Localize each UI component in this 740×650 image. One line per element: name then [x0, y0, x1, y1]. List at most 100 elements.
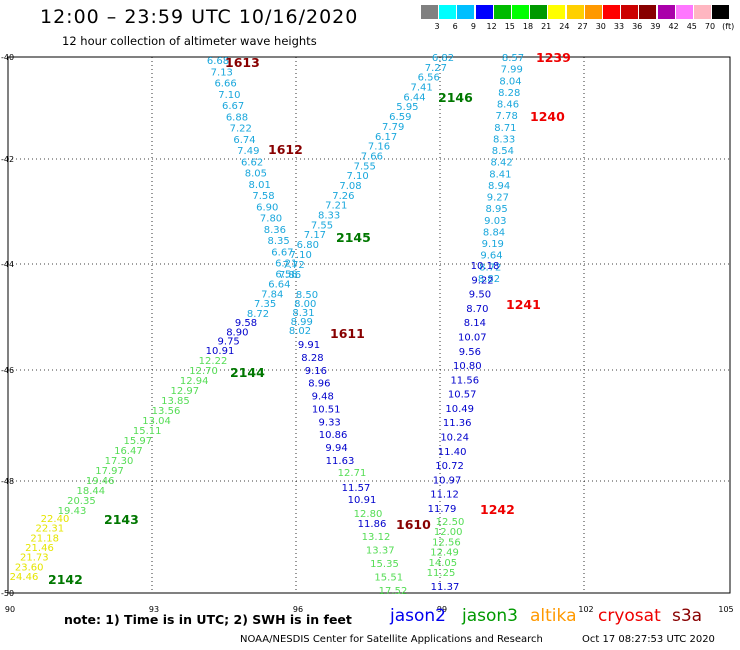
swh-value: 12.71 [338, 468, 367, 479]
swh-value: 8.84 [483, 227, 505, 238]
track-id-label: 2142 [48, 572, 83, 587]
legend-swatch [566, 5, 584, 19]
swh-value: 7.86 [279, 270, 301, 281]
swh-value: 10.72 [435, 461, 464, 472]
swh-value: 8.28 [498, 88, 520, 99]
swh-value: 7.41 [411, 83, 433, 94]
legend-label: 15 [504, 22, 515, 31]
swh-value: 22.31 [36, 524, 65, 535]
legend-swatch [475, 5, 493, 19]
legend-swatch [603, 5, 620, 19]
legend-label: 33 [613, 22, 625, 31]
satellite-name: s3a [672, 606, 703, 626]
swh-value: 12.56 [432, 537, 461, 548]
swh-value: 8.35 [267, 236, 289, 247]
swh-value: 12.94 [180, 376, 209, 387]
swh-value: 7.99 [501, 65, 523, 76]
swh-value: 7.55 [311, 220, 333, 231]
y-tick-label: -46 [1, 366, 14, 375]
swh-value: 11.79 [428, 504, 457, 515]
swh-value: 7.79 [382, 122, 404, 133]
swh-value: 12.50 [436, 517, 465, 528]
swh-value: 6.67 [271, 247, 293, 258]
x-tick-label: 90 [5, 605, 15, 614]
swh-value: 7.27 [425, 63, 447, 74]
legend-label: 12 [486, 22, 497, 31]
swh-value: 9.48 [312, 392, 334, 403]
swh-value: 7.10 [346, 171, 368, 182]
legend-swatch [512, 5, 529, 19]
swh-value: 11.40 [438, 447, 467, 458]
swh-value: 7.10 [290, 250, 312, 261]
swh-value: 10.24 [440, 433, 469, 444]
y-tick-label: -44 [1, 260, 14, 269]
track-id-label: 1610 [396, 517, 431, 532]
swh-value: 7.21 [325, 201, 347, 212]
swh-value: 7.08 [339, 181, 361, 192]
swh-value: 21.73 [20, 553, 49, 564]
swh-value: 10.91 [206, 346, 235, 357]
swh-value: 10.18 [471, 261, 500, 272]
swh-value: 12.00 [434, 527, 463, 538]
swh-value: 8.05 [245, 169, 267, 180]
swh-value: 9.75 [218, 337, 240, 348]
swh-value: 8.01 [249, 180, 271, 191]
legend-swatch [584, 5, 602, 19]
credit-text: NOAA/NESDIS Center for Satellite Applica… [240, 634, 543, 645]
swh-value: 8.28 [301, 353, 323, 364]
swh-value: 6.64 [268, 279, 290, 290]
page-title: 12:00 – 23:59 UTC 10/16/2020 [40, 6, 359, 28]
swh-value: 7.49 [237, 146, 259, 157]
swh-value: 6.88 [226, 112, 248, 123]
legend-label: 45 [686, 22, 697, 31]
legend-label: 30 [595, 22, 606, 31]
legend-label: 36 [632, 22, 643, 31]
swh-value: 15.35 [370, 559, 399, 570]
swh-value: 6.82 [432, 53, 454, 64]
swh-value: 10.80 [453, 361, 482, 372]
swh-value: 7.66 [361, 151, 383, 162]
swh-value: 7.22 [230, 124, 252, 135]
legend-label: 70 [704, 22, 716, 31]
swh-value: 13.12 [362, 532, 391, 543]
swh-value: 18.44 [76, 486, 105, 497]
satellite-name: jason3 [462, 606, 518, 626]
legend-label: 27 [577, 22, 588, 31]
swh-value: 9.94 [325, 443, 347, 454]
swh-value: 7.84 [261, 289, 283, 300]
y-tick-label: -42 [1, 155, 14, 164]
swh-value: 7.26 [332, 191, 354, 202]
swh-value: 13.04 [142, 416, 171, 427]
swh-value: 9.27 [487, 193, 509, 204]
swh-value: 11.12 [430, 490, 459, 501]
legend-label: 18 [522, 22, 534, 31]
swh-value: 11.37 [431, 582, 460, 593]
swh-value: 19.46 [86, 476, 115, 487]
swh-value: 8.41 [489, 169, 511, 180]
swh-value: 7.10 [218, 90, 240, 101]
track-id-label: 1242 [480, 502, 515, 517]
swh-value: 8.36 [264, 225, 286, 236]
swh-value: 8.00 [294, 299, 316, 310]
swh-value: 6.80 [297, 240, 319, 251]
swh-value: 8.96 [308, 379, 330, 390]
legend-swatch [457, 5, 475, 19]
swh-value: 24.46 [10, 572, 39, 583]
swh-value: 8.94 [488, 181, 510, 192]
swh-value: 6.68 [207, 56, 229, 67]
swh-value: 13.85 [161, 396, 190, 407]
x-tick-label: 96 [293, 605, 303, 614]
track-id-label: 1240 [530, 109, 565, 124]
swh-value: 12.49 [430, 548, 459, 559]
swh-value: 5.95 [396, 102, 418, 113]
swh-value: 10.97 [433, 475, 462, 486]
swh-value: 17.52 [379, 586, 408, 597]
swh-value: 20.35 [67, 496, 96, 507]
swh-value: 9.50 [469, 290, 491, 301]
track-id-label: 2145 [336, 230, 371, 245]
satellite-name: cryosat [598, 606, 661, 626]
swh-value: 8.99 [291, 317, 313, 328]
legend-swatch [639, 5, 657, 19]
y-tick-label: -48 [1, 477, 14, 486]
